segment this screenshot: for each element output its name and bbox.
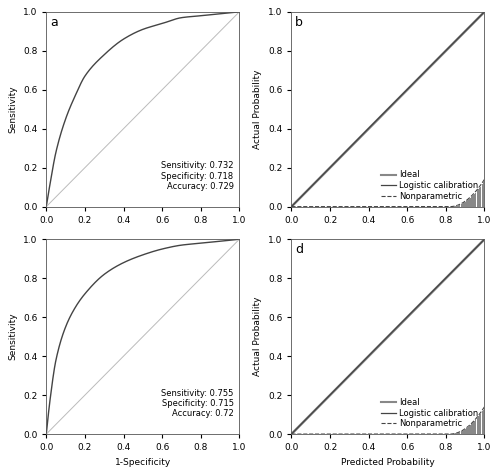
Legend: Ideal, Logistic calibration, Nonparametric: Ideal, Logistic calibration, Nonparametr… — [380, 396, 480, 430]
Bar — [480, 413, 482, 434]
Bar — [469, 199, 470, 207]
Bar — [473, 422, 474, 434]
Bar — [470, 424, 472, 434]
Text: d: d — [296, 243, 304, 256]
Bar — [479, 188, 480, 207]
Bar — [456, 433, 457, 434]
Bar — [478, 189, 479, 207]
Bar — [463, 430, 464, 434]
Bar — [476, 418, 478, 434]
Bar — [475, 193, 476, 207]
Bar — [472, 195, 473, 207]
X-axis label: 1-Specificity: 1-Specificity — [114, 458, 171, 466]
Bar — [474, 421, 475, 434]
Bar — [484, 181, 485, 207]
Bar — [456, 206, 457, 207]
Bar — [459, 205, 460, 207]
Text: Sensitivity: 0.732
Specificity: 0.718
Accuracy: 0.729: Sensitivity: 0.732 Specificity: 0.718 Ac… — [161, 161, 234, 191]
Y-axis label: Sensitivity: Sensitivity — [8, 86, 18, 133]
Bar — [460, 204, 462, 207]
Bar — [476, 191, 478, 207]
Bar — [484, 409, 485, 434]
Bar — [472, 423, 473, 434]
Bar — [482, 184, 483, 207]
Bar — [473, 194, 474, 207]
Bar — [474, 194, 475, 207]
Text: a: a — [50, 16, 58, 28]
Bar — [479, 415, 480, 434]
Bar — [458, 205, 459, 207]
Bar — [469, 426, 470, 434]
Text: Sensitivity: 0.755
Specificity: 0.715
Accuracy: 0.72: Sensitivity: 0.755 Specificity: 0.715 Ac… — [161, 389, 234, 418]
Bar — [462, 430, 463, 434]
Bar — [478, 417, 479, 434]
Text: b: b — [296, 16, 303, 28]
Bar — [480, 186, 482, 207]
Bar — [464, 201, 466, 207]
Y-axis label: Sensitivity: Sensitivity — [8, 313, 18, 361]
Bar — [464, 429, 466, 434]
Bar — [468, 427, 469, 434]
Bar — [470, 197, 472, 207]
Y-axis label: Actual Probability: Actual Probability — [254, 69, 262, 149]
Bar — [458, 433, 459, 434]
Bar — [482, 411, 483, 434]
Bar — [457, 206, 458, 207]
Bar — [457, 433, 458, 434]
X-axis label: Predicted Probability: Predicted Probability — [341, 458, 435, 466]
Bar — [468, 199, 469, 207]
Y-axis label: Actual Probability: Actual Probability — [254, 297, 262, 376]
Bar — [466, 200, 467, 207]
Legend: Ideal, Logistic calibration, Nonparametric: Ideal, Logistic calibration, Nonparametr… — [380, 169, 480, 202]
Bar — [475, 420, 476, 434]
Bar — [459, 432, 460, 434]
Bar — [463, 203, 464, 207]
Bar — [462, 203, 463, 207]
Bar — [460, 431, 462, 434]
Bar — [466, 428, 467, 434]
